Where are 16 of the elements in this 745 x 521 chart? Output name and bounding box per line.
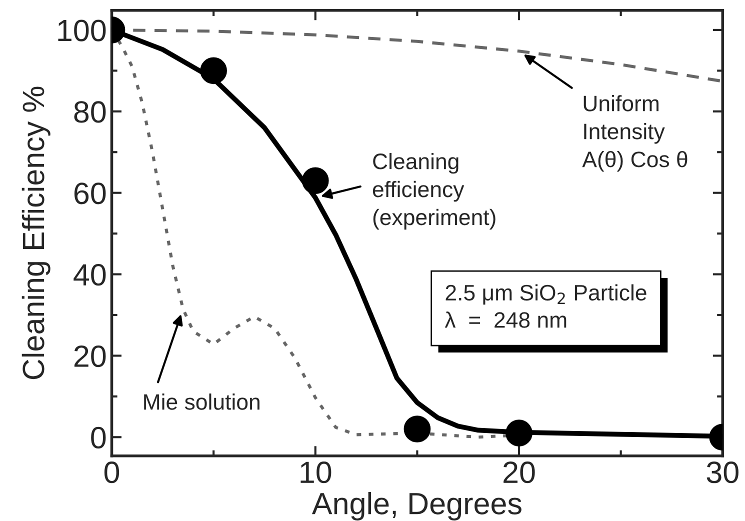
x-tick-label: 20 — [504, 462, 535, 484]
y-tick-label: 60 — [74, 182, 106, 204]
x-tick-label: 0 — [104, 462, 120, 484]
y-tick-label: 40 — [74, 264, 106, 286]
y-tick-label: 20 — [74, 345, 106, 368]
annotation: Uniform Intensity A(θ) Cos θ — [582, 95, 688, 172]
annotation: Mie solution — [144, 394, 260, 410]
x-tick-label: 30 — [706, 462, 738, 484]
y-axis-title: Cleaning Efficiency % — [22, 86, 50, 380]
annotation: 2.5 μm SiO$_{2}$ Particle λ = 248 nm — [444, 284, 646, 328]
x-tick-label: 10 — [300, 462, 332, 484]
x-axis-title: Angle, Degrees — [312, 492, 522, 520]
y-tick-label: 80 — [74, 101, 106, 123]
y-tick-label: 100 — [58, 20, 106, 42]
annotation: Cleaning efficiency (experiment) — [372, 152, 496, 230]
y-tick-label: 0 — [91, 426, 106, 449]
